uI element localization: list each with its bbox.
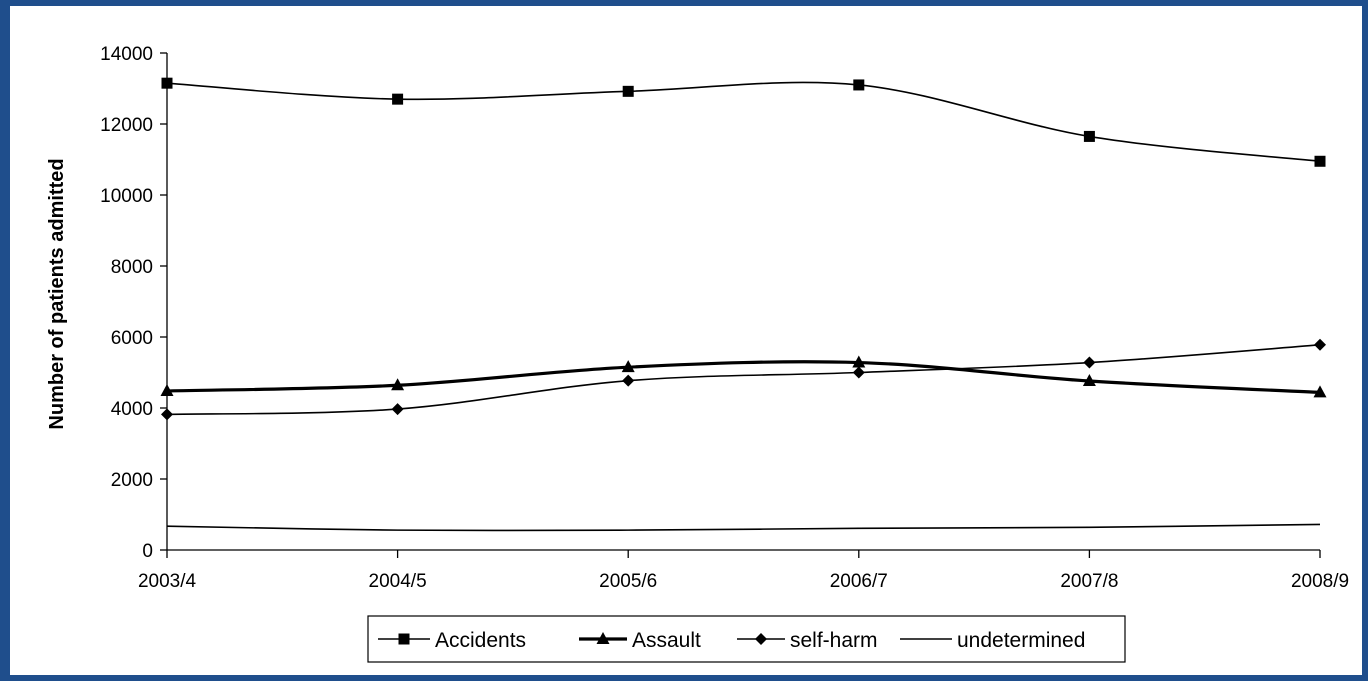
legend-marker-accidents bbox=[398, 633, 410, 645]
data-point-assault bbox=[852, 355, 866, 368]
y-axis-label-group: Number of patients admitted bbox=[46, 158, 68, 429]
x-tick-label: 2003/4 bbox=[138, 571, 197, 592]
legend-label-assault: Assault bbox=[632, 629, 701, 652]
series-line-assault bbox=[166, 360, 1321, 394]
series-self-harm bbox=[161, 338, 1326, 421]
x-tick-label: 2005/6 bbox=[599, 571, 657, 592]
legend-marker-assault bbox=[596, 632, 610, 644]
data-point-accidents bbox=[853, 79, 865, 91]
x-tick-label: 2008/9 bbox=[1291, 571, 1349, 592]
legend-entry-undetermined: undetermined bbox=[900, 629, 1085, 652]
data-point-assault bbox=[160, 383, 174, 396]
data-point-accidents bbox=[161, 77, 173, 89]
legend: Accidents Assault self-harm undetermined bbox=[367, 615, 1126, 663]
series-layer bbox=[160, 77, 1327, 532]
data-point-accidents bbox=[1083, 130, 1095, 142]
data-point-self-harm bbox=[852, 366, 865, 379]
y-tick-label: 4000 bbox=[111, 399, 153, 420]
y-axis-label: Number of patients admitted bbox=[46, 158, 68, 429]
chart-panel: Number of patients admitted 0 2000 4000 600… bbox=[10, 6, 1362, 675]
data-point-self-harm bbox=[161, 408, 173, 421]
series-accidents bbox=[161, 77, 1326, 167]
series-undetermined bbox=[166, 523, 1321, 532]
data-point-self-harm bbox=[1314, 338, 1326, 351]
y-tick-label: 2000 bbox=[111, 470, 153, 491]
legend-entry-assault: Assault bbox=[579, 629, 701, 652]
series-assault bbox=[160, 355, 1327, 398]
data-point-accidents bbox=[392, 93, 404, 105]
data-point-accidents bbox=[622, 85, 634, 97]
y-tick-label: 10000 bbox=[100, 186, 153, 207]
y-tick-label: 6000 bbox=[111, 328, 153, 349]
series-line-undetermined bbox=[166, 523, 1321, 532]
y-tick-label: 14000 bbox=[100, 44, 153, 65]
y-tick-label: 8000 bbox=[111, 257, 153, 278]
data-point-self-harm bbox=[622, 374, 635, 387]
legend-label-accidents: Accidents bbox=[435, 629, 526, 652]
legend-label-undetermined: undetermined bbox=[957, 629, 1085, 652]
series-line-accidents bbox=[166, 81, 1321, 163]
line-chart: Number of patients admitted 0 2000 4000 600… bbox=[46, 44, 1349, 663]
data-point-self-harm bbox=[391, 403, 404, 416]
data-point-assault bbox=[391, 378, 405, 391]
legend-entry-accidents: Accidents bbox=[378, 629, 526, 652]
x-tick-label: 2007/8 bbox=[1060, 571, 1118, 592]
legend-entry-self-harm: self-harm bbox=[737, 629, 878, 652]
y-tick-label: 0 bbox=[142, 541, 153, 562]
data-point-accidents bbox=[1314, 155, 1326, 167]
series-line-self-harm bbox=[166, 344, 1321, 416]
legend-label-self-harm: self-harm bbox=[790, 629, 878, 652]
x-tick-label: 2004/5 bbox=[369, 571, 427, 592]
legend-marker-self-harm bbox=[755, 633, 767, 645]
x-tick-label: 2006/7 bbox=[830, 571, 888, 592]
axes: 0 2000 4000 6000 8000 10000 12000 14000 2003/4 20… bbox=[100, 44, 1349, 592]
data-point-assault bbox=[1313, 385, 1327, 398]
y-tick-label: 12000 bbox=[100, 115, 153, 136]
data-point-self-harm bbox=[1083, 356, 1096, 369]
data-point-assault bbox=[621, 360, 635, 373]
data-point-assault bbox=[1082, 374, 1096, 387]
